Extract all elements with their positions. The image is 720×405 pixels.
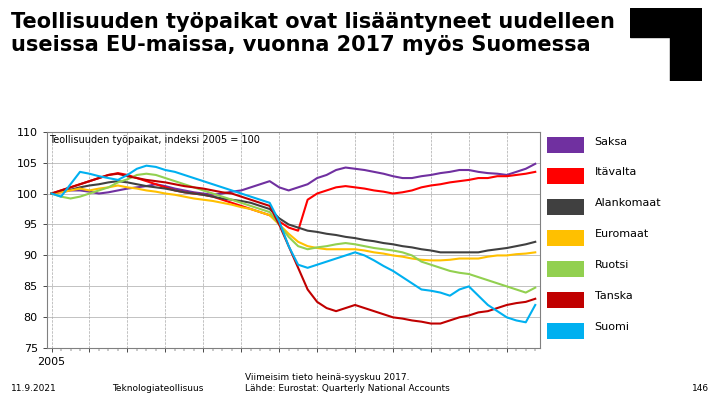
- Text: Suomi: Suomi: [595, 322, 629, 332]
- Text: Teollisuuden työpaikat, indeksi 2005 = 100: Teollisuuden työpaikat, indeksi 2005 = 1…: [49, 135, 260, 145]
- Polygon shape: [630, 8, 702, 37]
- Text: Teknologiateollisuus: Teknologiateollisuus: [112, 384, 203, 393]
- Text: 11.9.2021: 11.9.2021: [11, 384, 57, 393]
- Text: 146: 146: [692, 384, 709, 393]
- Text: Saksa: Saksa: [595, 136, 628, 147]
- Text: Teollisuuden työpaikat ovat lisääntyneet uudelleen
useissa EU-maissa, vuonna 201: Teollisuuden työpaikat ovat lisääntyneet…: [11, 12, 615, 55]
- Text: Viimeisim tieto heinä-syyskuu 2017.
Lähde: Eurostat: Quarterly National Accounts: Viimeisim tieto heinä-syyskuu 2017. Lähd…: [245, 373, 449, 393]
- Bar: [547, 292, 585, 308]
- Bar: [547, 323, 585, 339]
- Text: Itävalta: Itävalta: [595, 168, 637, 177]
- Text: Alankomaat: Alankomaat: [595, 198, 661, 209]
- Bar: [547, 199, 585, 215]
- Text: Ruotsi: Ruotsi: [595, 260, 629, 270]
- Bar: [547, 137, 585, 153]
- Text: Tanska: Tanska: [595, 291, 632, 301]
- Bar: [547, 261, 585, 277]
- Text: Euromaat: Euromaat: [595, 229, 649, 239]
- Polygon shape: [670, 37, 702, 81]
- Bar: [547, 230, 585, 246]
- Bar: [547, 168, 585, 184]
